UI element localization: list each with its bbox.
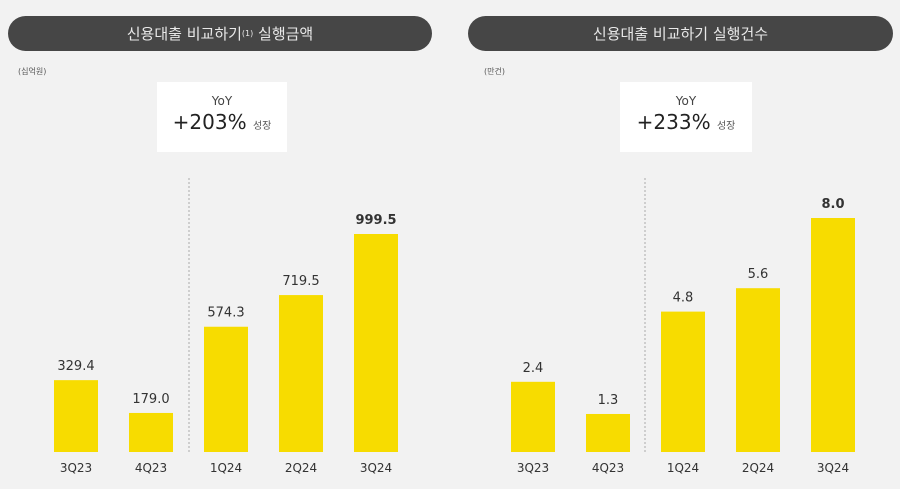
title-suffix: 실행금액 — [253, 25, 314, 43]
data-label: 999.5 — [355, 213, 396, 228]
yoy-label: YoY — [211, 94, 233, 108]
yoy-callout: YoY +233% 성장 — [620, 82, 752, 152]
x-tick-label: 2Q24 — [285, 461, 317, 475]
bar-3Q24 — [354, 234, 398, 452]
chart-title-count: 신용대출 비교하기 실행건수 — [468, 16, 893, 51]
bar-1Q24 — [204, 326, 248, 452]
data-label: 4.8 — [673, 291, 694, 306]
data-label: 2.4 — [523, 361, 544, 376]
bar-3Q23 — [511, 381, 555, 452]
unit-label: (십억원) — [18, 67, 47, 76]
data-label: 5.6 — [748, 267, 769, 282]
x-tick-label: 4Q23 — [592, 461, 624, 475]
yoy-label: YoY — [675, 94, 697, 108]
x-tick-label: 3Q24 — [817, 461, 849, 475]
data-label: 179.0 — [132, 392, 169, 407]
yoy-suffix: 성장 — [716, 121, 736, 132]
data-label: 8.0 — [821, 197, 844, 212]
yoy-value: +203% — [172, 110, 247, 134]
unit-label: (만건) — [484, 67, 505, 76]
bar-1Q24 — [661, 311, 705, 452]
data-label: 329.4 — [57, 359, 94, 374]
bar-3Q24 — [811, 218, 855, 452]
x-tick-label: 3Q23 — [517, 461, 549, 475]
chart-title-amount: 신용대출 비교하기 (1) 실행금액 — [8, 16, 432, 51]
bar-2Q24 — [736, 288, 780, 452]
x-tick-label: 3Q23 — [60, 461, 92, 475]
x-tick-label: 1Q24 — [210, 461, 242, 475]
bar-3Q23 — [54, 380, 98, 452]
x-tick-label: 3Q24 — [360, 461, 392, 475]
x-tick-label: 4Q23 — [135, 461, 167, 475]
title-text: 신용대출 비교하기 — [126, 25, 242, 43]
yoy-suffix: 성장 — [252, 121, 272, 132]
data-label: 719.5 — [282, 274, 319, 289]
yoy-value: +233% — [636, 110, 711, 134]
bar-4Q23 — [129, 412, 173, 452]
x-tick-label: 2Q24 — [742, 461, 774, 475]
yoy-callout: YoY +203% 성장 — [157, 82, 287, 152]
data-label: 574.3 — [207, 306, 244, 321]
x-tick-label: 1Q24 — [667, 461, 699, 475]
footnote-marker: (1) — [241, 29, 254, 38]
title-text: 신용대출 비교하기 실행건수 — [592, 25, 769, 43]
bar-2Q24 — [279, 295, 323, 452]
bar-4Q23 — [586, 413, 630, 452]
data-label: 1.3 — [598, 393, 619, 408]
